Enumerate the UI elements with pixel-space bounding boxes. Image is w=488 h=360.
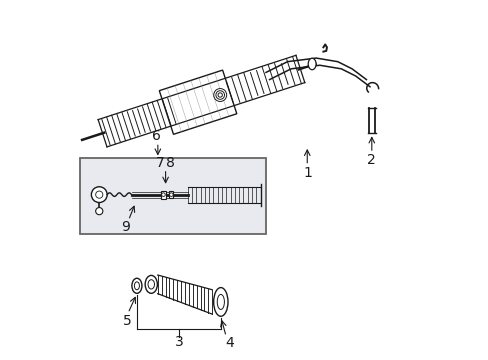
Circle shape	[218, 93, 222, 97]
Bar	[80, 158, 265, 234]
Text: 4: 4	[225, 336, 234, 350]
Circle shape	[213, 89, 226, 102]
Circle shape	[96, 191, 102, 198]
Text: 6: 6	[151, 129, 160, 143]
Bar	[161, 191, 165, 199]
Ellipse shape	[213, 288, 227, 316]
Circle shape	[91, 187, 107, 203]
Circle shape	[169, 193, 173, 197]
Bar	[159, 70, 236, 134]
Ellipse shape	[134, 282, 139, 290]
Circle shape	[162, 193, 165, 197]
Text: 8: 8	[166, 157, 175, 170]
Ellipse shape	[148, 280, 154, 289]
Text: 3: 3	[174, 336, 183, 350]
Bar	[169, 191, 173, 198]
Circle shape	[96, 208, 102, 215]
Ellipse shape	[307, 58, 315, 70]
Ellipse shape	[132, 278, 142, 293]
Text: 5: 5	[122, 314, 131, 328]
Text: 7: 7	[156, 157, 164, 170]
Text: 1: 1	[303, 166, 312, 180]
Ellipse shape	[217, 294, 224, 310]
Text: 9: 9	[121, 220, 130, 234]
Ellipse shape	[145, 275, 157, 293]
Text: 2: 2	[366, 153, 375, 167]
Circle shape	[216, 91, 224, 99]
